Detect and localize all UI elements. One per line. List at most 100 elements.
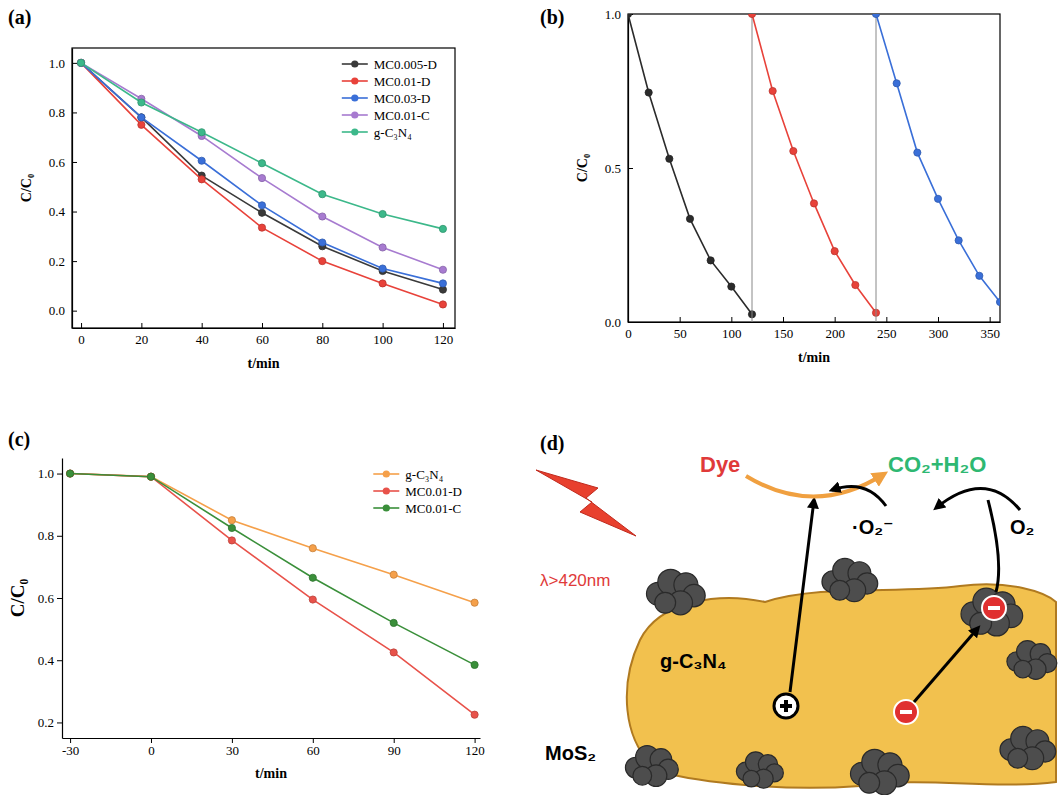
legend-marker [383,487,390,494]
series-marker [439,280,446,287]
y-tick-label: 0.8 [38,528,54,543]
x-axis-line [63,738,481,739]
mos2-lobe [1008,748,1028,768]
legend-marker [351,60,358,67]
x-tick-label: 20 [135,332,148,347]
panel-letter: (b) [540,6,564,29]
series-marker [852,281,859,288]
series-marker [77,59,84,66]
series-marker [439,301,446,308]
x-tick-label: 200 [825,326,845,341]
chart-panel: -3003060901200.20.40.60.81.0g-C₃N₄MC0.01… [7,428,485,781]
y-tick-mark [57,474,62,475]
series-line [81,63,443,284]
x-tick: 150 [774,317,794,341]
series-marker [138,114,145,121]
hole-circle [774,694,798,718]
y-tick-label: 1.0 [38,466,54,481]
figure: 0204060801001200.00.20.40.60.81.0MC0.005… [0,0,1062,795]
y-tick-label: 0.4 [38,653,55,668]
series-marker [147,473,154,480]
x-tick-label: 60 [256,332,269,347]
series-marker [309,574,316,581]
x-tick: 60 [307,738,320,758]
series-marker [138,99,145,106]
oxygen-reduction-arrow [936,488,1020,510]
series-marker [686,215,693,222]
x-tick: 100 [722,317,742,341]
series-line [81,63,443,270]
oxygen-label: O₂ [1010,516,1034,538]
x-tick-label: 120 [465,743,485,758]
electron-circle [982,596,1006,620]
legend-label: MC0.01-C [405,501,461,516]
series-marker [728,283,735,290]
series-marker [707,257,714,264]
series-marker [996,298,1000,305]
series-marker [439,266,446,273]
series-marker [831,248,838,255]
chart-panel: 0204060801001200.00.20.40.60.81.0MC0.005… [8,6,456,371]
y-tick-label: 0.8 [49,105,65,120]
y-axis-title: C/C₀ [575,154,590,182]
y-tick-label: 0.2 [49,254,65,269]
series-marker [955,237,962,244]
series [66,470,478,606]
legend-marker [383,504,390,511]
x-tick-label: -30 [62,743,79,758]
series-marker [258,209,265,216]
series-marker [77,59,84,66]
electron-circle [894,700,918,724]
y-tick: 0.4 [38,653,62,668]
x-tick-mark [141,323,142,328]
y-tick: 1.0 [49,56,77,71]
series-marker [309,596,316,603]
mos2-cluster [822,558,878,601]
series-line [81,63,443,305]
series-marker [66,470,73,477]
y-tick: 1.0 [38,466,62,481]
mos2-cluster [646,569,705,615]
x-axis: -300306090120 [62,738,485,758]
mos2-lobe [743,770,760,787]
y-tick-label: 0.6 [38,591,55,606]
panel-letter: (d) [540,432,564,455]
series-marker [228,524,235,531]
y-tick-label: 0.6 [49,155,66,170]
series-marker [471,711,478,718]
x-tick: 30 [226,738,239,758]
series-marker [379,244,386,251]
legend-marker [383,470,390,477]
plot-area [77,59,446,308]
plot-area [66,470,478,718]
x-tick-label: 300 [929,326,949,341]
y-tick-mark [72,311,77,312]
series-marker [228,517,235,524]
series-line [81,63,443,229]
y-tick-label: 0.2 [38,715,54,730]
x-tick-label: 350 [980,326,1000,341]
y-tick-label: 0.0 [49,303,65,318]
legend-entry: MC0.01-C [342,108,430,123]
series-marker [645,89,652,96]
series [628,14,756,318]
x-tick-label: 90 [388,743,401,758]
x-tick-mark [81,323,82,328]
x-tick: 0 [78,323,85,347]
x-tick-mark [680,317,681,322]
series-marker [198,157,205,164]
x-tick-label: 100 [373,332,393,347]
x-tick: 300 [929,317,949,341]
series-marker [471,599,478,606]
legend-marker [351,128,358,135]
plot-frame [72,48,455,328]
panel-letter: (a) [8,6,31,29]
legend-entry: g-C₃N₄ [373,467,443,482]
x-tick: 90 [388,738,401,758]
y-tick: 0.6 [49,155,77,170]
y-tick-mark [57,660,62,661]
series-marker [319,213,326,220]
series-marker [379,280,386,287]
y-tick-label: 1.0 [49,56,65,71]
x-tick-label: 100 [722,326,742,341]
